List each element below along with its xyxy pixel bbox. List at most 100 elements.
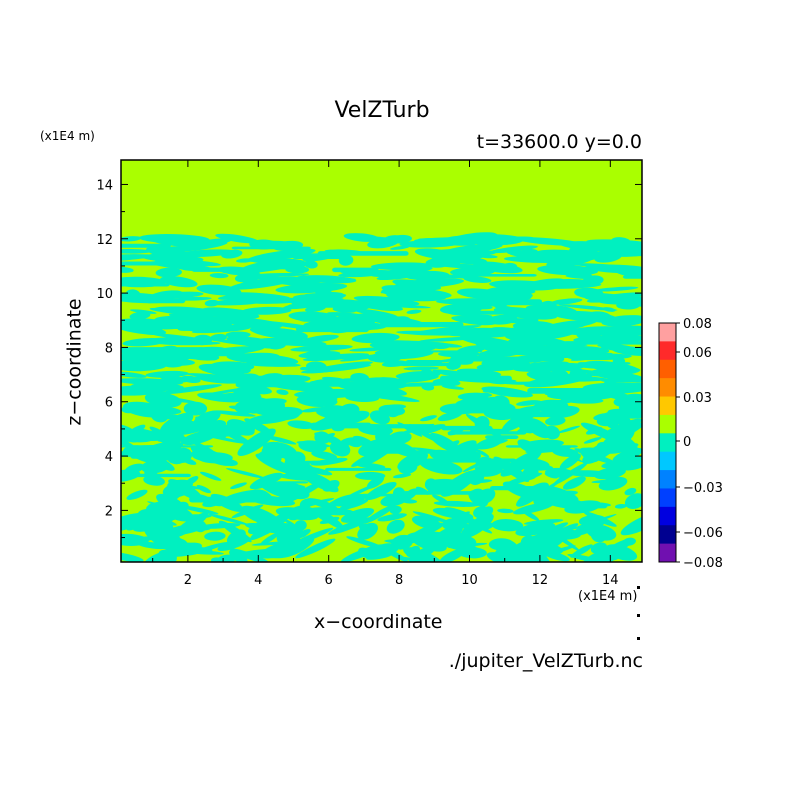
- negative-velocity-streak: [332, 267, 379, 273]
- negative-velocity-patch: [121, 254, 155, 262]
- negative-velocity-patch: [562, 476, 586, 490]
- negative-velocity-patch: [444, 507, 474, 519]
- negative-velocity-streak: [300, 367, 346, 371]
- negative-velocity-patch: [583, 292, 638, 301]
- negative-velocity-patch: [559, 241, 632, 252]
- negative-velocity-patch: [256, 398, 287, 406]
- negative-velocity-patch: [590, 370, 642, 383]
- negative-velocity-patch: [440, 470, 478, 497]
- negative-velocity-patch: [196, 485, 211, 494]
- negative-velocity-streak: [372, 450, 466, 454]
- negative-velocity-patch: [403, 366, 439, 371]
- negative-velocity-patch: [420, 415, 437, 422]
- negative-velocity-patch: [523, 519, 564, 525]
- negative-velocity-patch: [154, 517, 177, 526]
- negative-velocity-patch: [618, 401, 642, 416]
- colorbar-segment: [659, 433, 676, 453]
- negative-velocity-patch: [204, 531, 226, 541]
- negative-velocity-patch: [419, 336, 480, 342]
- negative-velocity-patch: [231, 504, 264, 519]
- negative-velocity-patch: [155, 267, 182, 278]
- y-tick-label: 10: [96, 287, 113, 302]
- negative-velocity-patch: [429, 432, 462, 454]
- negative-velocity-patch: [260, 532, 280, 546]
- negative-velocity-patch: [275, 282, 348, 294]
- negative-velocity-patch: [209, 273, 229, 279]
- negative-velocity-patch: [593, 389, 608, 394]
- negative-velocity-streak: [425, 458, 517, 463]
- negative-velocity-patch: [215, 233, 260, 244]
- negative-velocity-patch: [210, 361, 255, 371]
- negative-velocity-patch: [369, 410, 390, 425]
- negative-velocity-patch: [394, 278, 465, 289]
- negative-velocity-patch: [240, 292, 277, 298]
- negative-velocity-patch: [319, 516, 340, 525]
- negative-velocity-patch: [537, 264, 598, 276]
- negative-velocity-patch: [419, 458, 463, 475]
- negative-velocity-patch: [173, 249, 237, 258]
- negative-velocity-patch: [178, 505, 219, 515]
- negative-velocity-patch: [408, 424, 439, 443]
- negative-velocity-patch: [267, 406, 303, 419]
- negative-velocity-patch: [357, 522, 378, 540]
- negative-velocity-patch: [371, 266, 433, 278]
- negative-velocity-patch: [225, 331, 251, 339]
- y-tick-label: 14: [96, 178, 113, 193]
- negative-velocity-patch: [539, 300, 557, 312]
- negative-velocity-patch: [188, 324, 253, 331]
- negative-velocity-patch: [544, 472, 558, 479]
- negative-velocity-patch: [447, 542, 488, 549]
- negative-velocity-patch: [500, 281, 527, 287]
- negative-velocity-patch: [380, 493, 408, 507]
- negative-velocity-patch: [610, 410, 633, 428]
- colorbar-segment: [659, 396, 676, 416]
- negative-velocity-patch: [542, 490, 579, 498]
- negative-velocity-patch: [246, 248, 316, 262]
- negative-velocity-patch: [140, 459, 170, 474]
- negative-velocity-patch: [626, 247, 642, 252]
- negative-velocity-patch: [386, 519, 405, 534]
- negative-velocity-patch: [566, 470, 613, 477]
- negative-velocity-patch: [331, 493, 366, 507]
- negative-velocity-streak: [317, 251, 409, 256]
- negative-velocity-streak: [231, 246, 311, 250]
- negative-velocity-patch: [604, 418, 642, 436]
- negative-velocity-patch: [205, 394, 245, 399]
- colorbar-segment: [659, 359, 676, 379]
- negative-velocity-patch: [519, 534, 560, 562]
- negative-velocity-patch: [525, 417, 552, 439]
- negative-velocity-patch: [197, 523, 241, 529]
- negative-velocity-streak: [121, 451, 166, 457]
- negative-velocity-patch: [121, 236, 142, 242]
- negative-velocity-patch: [263, 545, 300, 559]
- colorbar: 0.08 0.06 0.03 0 −0.03 −0.06 −0.08: [658, 317, 723, 571]
- negative-velocity-streak: [121, 243, 171, 248]
- negative-velocity-patch: [183, 401, 208, 416]
- y-axis-unit: (x1E4 m): [40, 129, 95, 143]
- colorbar-segment: [659, 323, 676, 342]
- negative-velocity-patch: [515, 522, 556, 537]
- negative-velocity-patch: [180, 375, 201, 384]
- negative-velocity-patch: [229, 549, 248, 562]
- colorbar-segment: [659, 414, 676, 434]
- negative-velocity-patch: [167, 479, 193, 490]
- negative-velocity-patch: [153, 338, 199, 343]
- negative-velocity-patch: [381, 287, 452, 299]
- colorbar-segment: [659, 341, 676, 361]
- negative-velocity-patch: [211, 410, 256, 417]
- negative-velocity-patch: [364, 504, 397, 524]
- colorbar-label: 0: [683, 435, 691, 450]
- negative-velocity-streak: [516, 251, 583, 257]
- negative-velocity-patch: [545, 416, 566, 426]
- negative-velocity-patch: [534, 399, 569, 413]
- negative-velocity-patch: [290, 451, 306, 465]
- negative-velocity-patch: [121, 361, 158, 370]
- negative-velocity-patch: [211, 419, 227, 429]
- negative-velocity-patch: [458, 314, 493, 321]
- negative-velocity-patch: [515, 457, 550, 470]
- x-axis-label: x−coordinate: [314, 611, 443, 633]
- negative-velocity-patch: [209, 501, 222, 507]
- negative-velocity-patch: [516, 485, 545, 507]
- negative-velocity-streak: [563, 341, 642, 345]
- negative-velocity-patch: [121, 266, 134, 273]
